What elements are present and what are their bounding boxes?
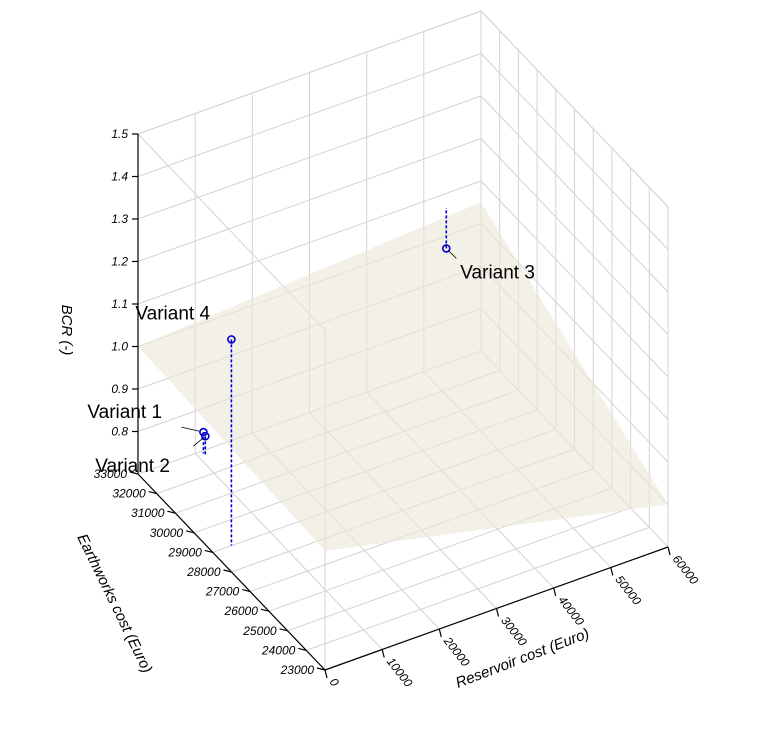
x-tick-mark (438, 628, 442, 638)
y-tick-mark (223, 569, 232, 573)
y-tick-label: 23000 (280, 663, 315, 677)
back-wall-gridline-z (137, 53, 482, 177)
y-tick-mark (279, 628, 288, 632)
floor-gridline-y (306, 526, 650, 651)
x-tick-label: 20000 (440, 633, 472, 669)
z-axis-title: BCR (-) (58, 305, 75, 356)
x-tick-label: 10000 (384, 655, 416, 690)
y-tick-mark (316, 667, 326, 671)
y-tick-mark (242, 589, 251, 593)
x-tick-label: 60000 (670, 552, 702, 587)
y-tick-label: 31000 (131, 506, 165, 520)
label-leader (181, 426, 200, 432)
point-label: Variant 1 (87, 402, 162, 423)
x-tick-label: 40000 (555, 593, 587, 628)
y-tick-label: 26000 (224, 604, 259, 618)
y-tick-mark (148, 491, 157, 495)
y-tick-mark (298, 647, 307, 651)
data-point (201, 431, 210, 441)
y-tick-label: 29000 (167, 545, 202, 559)
y-tick-label: 25000 (242, 624, 277, 638)
z-tick-label: 1.2 (111, 255, 128, 269)
x-tick-mark (610, 567, 614, 576)
y-tick-mark (185, 530, 195, 534)
label-leader (448, 250, 457, 259)
point-label: Variant 3 (460, 262, 535, 283)
y-tick-mark (167, 510, 176, 514)
y-tick-label: 32000 (112, 487, 146, 501)
x-tick-label: 50000 (612, 573, 644, 608)
y-axis-title: Earthworks cost (Euro) (73, 531, 155, 676)
z-tick-label: 1.3 (111, 212, 128, 226)
y-tick-label: 24000 (261, 643, 296, 657)
right-wall-gridline-z (480, 138, 669, 335)
axes-layer (129, 133, 671, 679)
z-tick-label: 1.5 (111, 127, 128, 141)
back-wall-gridline-z (137, 180, 482, 305)
label-leader (193, 437, 204, 447)
y-tick-label: 27000 (205, 585, 240, 599)
x-tick-mark (553, 587, 557, 597)
y-tick-label: 30000 (150, 526, 184, 540)
y-tick-label: 28000 (186, 565, 221, 579)
fitted-plane (138, 202, 668, 551)
y-tick-mark (129, 471, 139, 475)
data-point (227, 335, 236, 344)
x-tick-mark (667, 546, 671, 556)
z-tick-label: 1.1 (111, 297, 128, 311)
back-wall-gridline-z (137, 138, 482, 262)
point-label: Variant 2 (95, 456, 170, 477)
right-wall-gridline-z (480, 95, 669, 293)
z-tick-label: 1.4 (111, 170, 128, 184)
floor-gridline-y (287, 507, 631, 632)
right-wall-gridline-z (480, 53, 669, 250)
point-labels-layer: Variant 1 Variant 2 Variant 4 Variant 3 (87, 250, 535, 477)
x-tick-label: 0 (327, 675, 342, 689)
fitted-plane-layer (138, 202, 668, 551)
y-tick-mark (260, 608, 270, 612)
data-point (441, 244, 451, 253)
back-wall-gridline-z (137, 95, 482, 220)
z-tick-label: 0.8 (111, 425, 128, 439)
y-tick-mark (204, 549, 213, 553)
points-layer (199, 208, 451, 546)
right-wall-top-edge (480, 10, 669, 208)
back-wall-top-edge (137, 10, 482, 135)
z-tick-label: 1.0 (111, 340, 128, 354)
y-tick-label: 33000 (94, 467, 128, 481)
data-point (199, 427, 208, 437)
x-tick-label: 30000 (498, 614, 530, 649)
right-wall-gridline-z (480, 180, 669, 378)
z-tick-label: 0.9 (111, 382, 128, 396)
x-tick-mark (381, 649, 385, 658)
x-tick-mark (495, 608, 500, 617)
x-tick-mark (324, 669, 328, 679)
point-label: Variant 4 (135, 303, 210, 324)
